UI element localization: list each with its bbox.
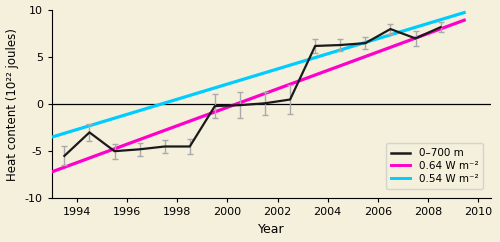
Y-axis label: Heat content (10²² joules): Heat content (10²² joules) — [6, 28, 20, 181]
Legend: 0–700 m, 0.64 W m⁻², 0.54 W m⁻²: 0–700 m, 0.64 W m⁻², 0.54 W m⁻² — [386, 143, 484, 189]
X-axis label: Year: Year — [258, 223, 284, 236]
